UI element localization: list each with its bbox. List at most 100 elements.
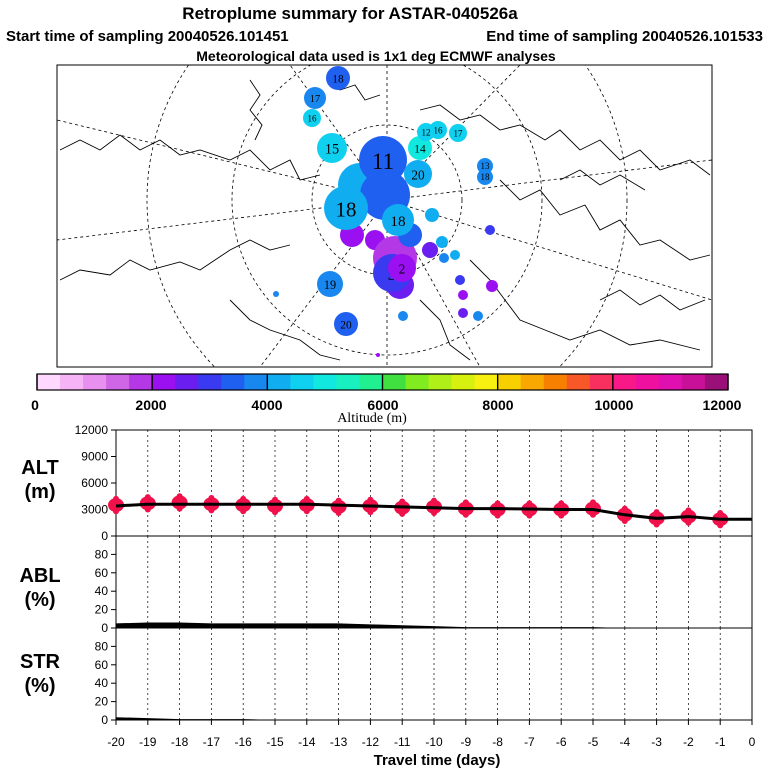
xtick-label: -12: [362, 735, 380, 749]
ytick-label: 6000: [81, 476, 108, 490]
colorbar-tick-2000: 2000: [135, 397, 166, 413]
xtick-label: -18: [171, 735, 189, 749]
colorbar-tick-8000: 8000: [482, 397, 513, 413]
plume-day-label: 20: [340, 320, 352, 332]
abl-ylabel: ABL: [19, 565, 60, 587]
colorbar-swatch: [313, 374, 337, 390]
end-time-label: End time of sampling 20040526.101533: [486, 28, 763, 45]
colorbar-swatch: [175, 374, 199, 390]
xtick-label: -9: [460, 735, 471, 749]
altitude-point: [113, 508, 119, 515]
altitude-point: [113, 495, 119, 502]
altitude-point: [144, 506, 151, 513]
plume-marker: [408, 136, 432, 160]
altitude-point: [303, 508, 310, 515]
plume-marker: [376, 353, 380, 357]
ytick-label: 40: [95, 584, 109, 598]
plume-day-label: 13: [481, 161, 491, 171]
altitude-point: [431, 510, 437, 517]
plume-marker: [455, 275, 465, 285]
colorbar-swatch: [60, 374, 84, 390]
plume-marker: [388, 254, 416, 282]
plume-marker: [273, 291, 279, 297]
altitude-point: [240, 495, 247, 502]
plume-marker: [449, 124, 467, 142]
colorbar-swatch: [152, 374, 176, 390]
polar-map: 1817161511141617122018131818192052: [56, 64, 713, 368]
colorbar-swatch: [221, 374, 245, 390]
figure-title: Retroplume summary for ASTAR-040526a: [182, 4, 518, 23]
altitude-point: [367, 509, 374, 516]
colorbar-swatch: [129, 374, 153, 390]
plume-marker: [317, 133, 347, 163]
altitude-point: [399, 498, 406, 505]
colorbar-swatch: [658, 374, 683, 390]
altitude-point: [590, 499, 596, 506]
altitude-point: [176, 493, 183, 500]
altitude-point: [144, 494, 151, 501]
colorbar-swatch: [244, 374, 268, 390]
xtick-label: -5: [588, 735, 599, 749]
altitude-point: [208, 507, 215, 514]
colorbar-swatch: [267, 374, 291, 390]
plume-markers: 1817161511141617122018131818192052: [273, 66, 498, 357]
altitude-point: [335, 510, 342, 517]
colorbar-label: Altitude (m): [337, 411, 407, 426]
colorbar-swatch: [566, 374, 591, 390]
ytick-label: 40: [95, 676, 109, 690]
xaxis-label: Travel time (days): [374, 752, 501, 768]
plume-marker: [324, 186, 368, 230]
xtick-label: -11: [394, 735, 411, 749]
plume-marker: [436, 236, 448, 248]
altitude-point: [526, 512, 533, 519]
altitude-point: [653, 521, 660, 528]
xtick-label: -3: [651, 735, 662, 749]
time-series-panels: 030006000900012000020406080020406080-20-…: [75, 423, 756, 749]
colorbar-swatch: [612, 374, 637, 390]
plume-marker: [477, 169, 493, 185]
coastlines: [59, 74, 711, 361]
altitude-point: [240, 508, 247, 515]
altitude-point: [621, 517, 628, 524]
altitude-point: [558, 500, 565, 507]
plume-day-label: 16: [434, 125, 444, 135]
ytick-label: 0: [101, 621, 108, 635]
ytick-label: 3000: [81, 503, 108, 517]
xtick-label: -7: [524, 735, 535, 749]
xtick-label: -8: [492, 735, 503, 749]
xtick-label: -4: [619, 735, 630, 749]
colorbar-tick-4000: 4000: [251, 397, 282, 413]
alt-ylabel: ALT: [21, 457, 58, 479]
ytick-label: 60: [95, 658, 109, 672]
altitude-point: [494, 512, 501, 519]
altitude-point: [171, 495, 188, 510]
colorbar-swatch: [382, 374, 407, 390]
altitude-point: [399, 510, 406, 517]
ytick-label: 0: [101, 529, 108, 543]
colorbar-tick-6000: 6000: [367, 397, 398, 413]
colorbar-swatch: [589, 374, 614, 390]
xtick-label: -2: [683, 735, 694, 749]
str-ylabel: STR: [20, 651, 61, 673]
plume-marker: [477, 158, 493, 174]
xtick-label: -13: [330, 735, 348, 749]
ytick-label: 12000: [75, 423, 109, 437]
ytick-label: 80: [95, 547, 109, 561]
altitude-point: [303, 495, 310, 502]
xtick-label: -16: [235, 735, 253, 749]
xtick-label: -1: [715, 735, 726, 749]
plume-marker: [326, 66, 350, 90]
xtick-label: -15: [266, 735, 284, 749]
plume-marker: [382, 204, 414, 236]
plume-marker: [485, 225, 495, 235]
ytick-label: 0: [101, 713, 108, 727]
abl-area: [116, 622, 752, 628]
altitude-point: [367, 496, 374, 503]
xtick-label: -14: [298, 735, 316, 749]
xtick-label: -17: [203, 735, 221, 749]
colorbar-swatch: [704, 374, 729, 390]
altitude-colorbar: [36, 373, 729, 391]
colorbar-swatch: [451, 374, 476, 390]
altitude-point: [208, 495, 215, 502]
colorbar-swatch: [428, 374, 453, 390]
